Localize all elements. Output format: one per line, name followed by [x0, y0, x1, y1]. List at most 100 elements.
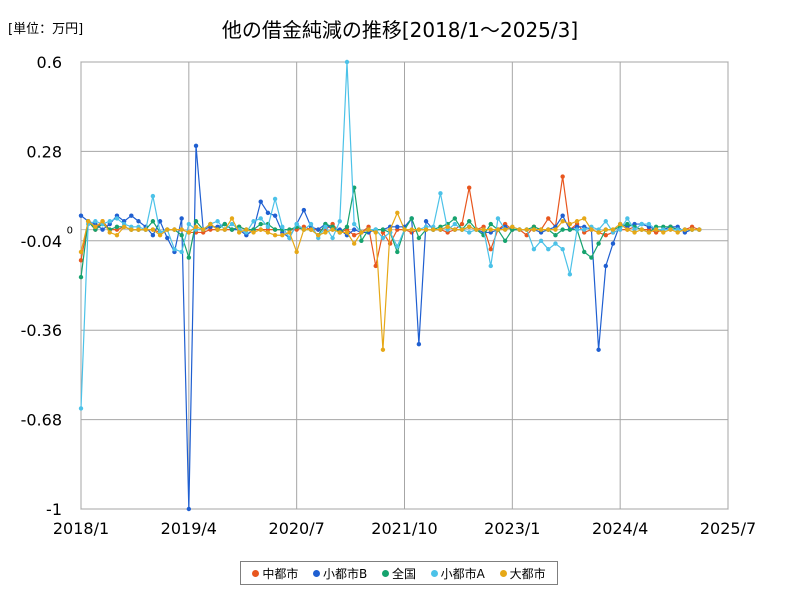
data-point	[258, 227, 263, 232]
data-point	[560, 213, 565, 218]
data-point	[603, 263, 608, 269]
series-group	[78, 59, 702, 512]
data-point	[143, 227, 148, 232]
data-point	[467, 219, 472, 224]
data-point	[179, 249, 184, 255]
data-point	[344, 230, 350, 235]
data-point	[459, 221, 465, 227]
data-point	[222, 221, 227, 227]
data-point	[560, 227, 565, 232]
data-point	[653, 227, 659, 232]
data-point	[351, 241, 357, 246]
data-point	[632, 230, 637, 235]
legend-swatch-icon	[381, 569, 389, 577]
data-point	[567, 221, 573, 227]
x-tick-label: 2025/7	[700, 519, 756, 538]
data-point	[186, 221, 192, 227]
y-tick-labels: 0.6 0.28 -0.04 -0.36 -0.68 -1	[21, 53, 62, 519]
data-point	[488, 246, 493, 252]
data-point	[409, 216, 414, 221]
data-point	[610, 241, 616, 246]
y-tick-label: -0.36	[21, 321, 62, 340]
data-point	[114, 216, 120, 221]
data-point	[387, 241, 393, 246]
data-point	[589, 227, 594, 232]
data-point	[215, 227, 220, 232]
data-point	[639, 221, 644, 227]
data-point	[625, 227, 630, 232]
data-point	[316, 227, 321, 232]
legend-item: 小都市A	[430, 565, 485, 582]
data-point	[531, 246, 537, 252]
data-point	[689, 227, 695, 232]
data-point	[646, 221, 652, 227]
data-point	[107, 219, 112, 224]
x-tick-label: 2024/4	[592, 519, 648, 538]
data-point	[330, 235, 335, 241]
data-point	[395, 224, 400, 230]
data-point	[337, 230, 342, 235]
data-point	[639, 227, 644, 232]
x-tick-label: 2018/1	[53, 519, 109, 538]
data-point	[452, 221, 458, 227]
data-point	[323, 224, 328, 230]
data-point	[560, 174, 565, 179]
data-point	[603, 219, 608, 224]
data-point	[697, 227, 702, 232]
data-point	[157, 233, 163, 238]
data-point	[93, 219, 98, 224]
data-point	[258, 199, 263, 204]
data-point	[373, 263, 378, 269]
data-point	[294, 249, 299, 255]
data-point	[222, 227, 227, 232]
data-point	[236, 230, 242, 235]
x-tick-labels: 2018/1 2019/4 2020/7 2021/10 2023/1 2024/4 202…	[53, 519, 756, 538]
data-point	[337, 219, 342, 224]
data-point	[395, 210, 400, 216]
data-point	[395, 249, 400, 255]
data-point	[423, 227, 429, 232]
data-point	[157, 219, 163, 224]
x-tick-label: 2023/1	[484, 519, 540, 538]
legend-item: 大都市	[499, 565, 546, 582]
data-point	[416, 235, 422, 241]
y-tick-label: -0.04	[21, 232, 62, 251]
data-point	[409, 227, 414, 232]
data-point	[150, 193, 156, 199]
data-point	[229, 227, 235, 232]
data-point	[560, 219, 565, 224]
legend-swatch-icon	[499, 569, 507, 577]
data-point	[661, 230, 666, 235]
data-point	[682, 227, 688, 232]
data-point	[596, 230, 601, 235]
data-point	[359, 238, 364, 243]
data-point	[438, 227, 443, 232]
data-point	[78, 213, 84, 218]
data-point	[301, 227, 307, 232]
data-point	[129, 227, 134, 232]
data-point	[546, 246, 551, 252]
data-point	[546, 216, 551, 221]
series-5	[78, 210, 702, 352]
data-point	[582, 249, 587, 255]
data-point	[546, 227, 551, 232]
data-point	[452, 227, 458, 232]
data-point	[495, 227, 501, 232]
data-point	[675, 230, 680, 235]
data-point	[373, 230, 378, 235]
data-point	[244, 227, 249, 232]
data-point	[229, 221, 235, 227]
data-point	[78, 274, 84, 280]
data-point	[582, 216, 587, 221]
data-point	[452, 216, 458, 221]
data-point	[136, 219, 141, 224]
data-point	[272, 196, 278, 202]
data-point	[625, 216, 630, 221]
data-point	[481, 227, 486, 232]
data-point	[344, 224, 350, 230]
data-point	[193, 219, 199, 224]
data-point	[165, 227, 170, 232]
data-point	[668, 227, 673, 232]
data-point	[617, 227, 623, 232]
data-point	[179, 216, 184, 221]
